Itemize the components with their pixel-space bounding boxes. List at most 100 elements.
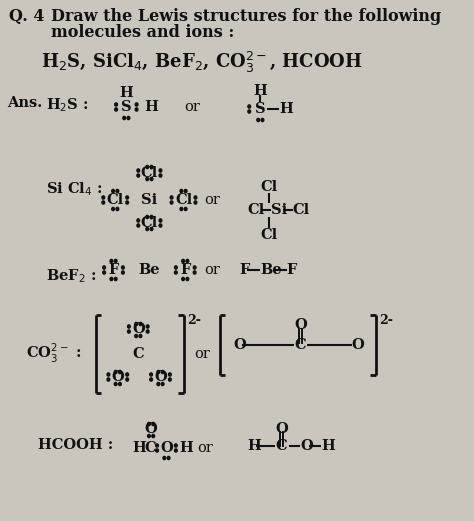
Text: Be: Be xyxy=(260,263,282,277)
Text: 2-: 2- xyxy=(187,314,201,327)
Text: 2-: 2- xyxy=(379,314,393,327)
Circle shape xyxy=(126,378,128,381)
Circle shape xyxy=(135,108,138,111)
Text: H: H xyxy=(247,439,261,453)
Circle shape xyxy=(146,330,149,333)
Circle shape xyxy=(146,325,149,328)
Circle shape xyxy=(135,322,137,326)
Text: O: O xyxy=(154,370,167,384)
Circle shape xyxy=(121,266,124,269)
Circle shape xyxy=(103,266,106,269)
Circle shape xyxy=(150,373,153,376)
Circle shape xyxy=(150,177,153,181)
Circle shape xyxy=(115,103,118,106)
Circle shape xyxy=(137,174,140,177)
Circle shape xyxy=(126,196,128,199)
Circle shape xyxy=(170,201,173,204)
Circle shape xyxy=(118,370,121,374)
Circle shape xyxy=(163,456,166,460)
Text: F: F xyxy=(287,263,297,277)
Circle shape xyxy=(139,322,142,326)
Text: O: O xyxy=(233,338,246,352)
Circle shape xyxy=(150,378,153,381)
Circle shape xyxy=(146,227,149,231)
Circle shape xyxy=(114,277,117,281)
Text: or: or xyxy=(194,347,210,361)
Text: Cl: Cl xyxy=(260,228,277,242)
Circle shape xyxy=(193,266,196,269)
Circle shape xyxy=(115,108,118,111)
Text: molecules and ions :: molecules and ions : xyxy=(51,24,235,41)
Circle shape xyxy=(150,165,153,169)
Text: Ans.: Ans. xyxy=(7,96,42,110)
Text: H: H xyxy=(119,86,133,100)
Text: H: H xyxy=(140,100,159,114)
Circle shape xyxy=(182,259,184,263)
Text: Cl: Cl xyxy=(247,203,265,217)
Circle shape xyxy=(193,271,196,274)
Circle shape xyxy=(147,423,150,426)
Text: O: O xyxy=(301,439,313,453)
Circle shape xyxy=(146,165,149,169)
Circle shape xyxy=(174,449,177,452)
Circle shape xyxy=(152,423,155,426)
Text: O: O xyxy=(294,318,307,332)
Text: O: O xyxy=(275,422,288,436)
Circle shape xyxy=(157,382,160,386)
Text: Draw the Lewis structures for the following: Draw the Lewis structures for the follow… xyxy=(51,8,441,25)
Circle shape xyxy=(107,373,110,376)
Text: S: S xyxy=(121,100,132,114)
Circle shape xyxy=(174,271,177,274)
Circle shape xyxy=(110,277,113,281)
Circle shape xyxy=(257,118,260,121)
Circle shape xyxy=(126,201,128,204)
Text: F: F xyxy=(239,263,249,277)
Circle shape xyxy=(248,110,251,113)
Text: Cl: Cl xyxy=(107,193,124,207)
Circle shape xyxy=(146,215,149,219)
Text: O: O xyxy=(352,338,365,352)
Text: F: F xyxy=(180,263,191,277)
Circle shape xyxy=(159,174,162,177)
Text: CO$_3^{2-}$ :: CO$_3^{2-}$ : xyxy=(26,342,81,365)
Text: Cl: Cl xyxy=(293,203,310,217)
Circle shape xyxy=(159,224,162,227)
Text: H: H xyxy=(132,441,146,455)
Text: O: O xyxy=(160,441,173,455)
Circle shape xyxy=(167,456,170,460)
Circle shape xyxy=(112,190,114,193)
Circle shape xyxy=(114,382,117,386)
Circle shape xyxy=(127,116,130,120)
Text: H: H xyxy=(321,439,335,453)
Circle shape xyxy=(114,259,117,263)
Text: O: O xyxy=(111,370,124,384)
Text: BeF$_2$ :: BeF$_2$ : xyxy=(46,267,97,284)
Text: Si Cl$_4$ :: Si Cl$_4$ : xyxy=(46,180,103,197)
Circle shape xyxy=(155,444,158,447)
Circle shape xyxy=(112,207,114,210)
Circle shape xyxy=(102,201,105,204)
Circle shape xyxy=(159,169,162,172)
Circle shape xyxy=(146,177,149,181)
Circle shape xyxy=(128,325,130,328)
Circle shape xyxy=(186,277,189,281)
Text: or: or xyxy=(184,100,200,114)
Circle shape xyxy=(137,169,140,172)
Circle shape xyxy=(155,449,158,452)
Circle shape xyxy=(159,219,162,222)
Circle shape xyxy=(161,370,164,374)
Circle shape xyxy=(157,370,160,374)
Circle shape xyxy=(174,444,177,447)
Circle shape xyxy=(194,201,197,204)
Circle shape xyxy=(150,215,153,219)
Text: Q. 4: Q. 4 xyxy=(9,8,44,25)
Circle shape xyxy=(123,116,126,120)
Circle shape xyxy=(194,196,197,199)
Text: or: or xyxy=(204,193,219,207)
Circle shape xyxy=(103,271,106,274)
Circle shape xyxy=(170,196,173,199)
Circle shape xyxy=(182,277,184,281)
Circle shape xyxy=(118,382,121,386)
Circle shape xyxy=(174,266,177,269)
Circle shape xyxy=(168,373,171,376)
